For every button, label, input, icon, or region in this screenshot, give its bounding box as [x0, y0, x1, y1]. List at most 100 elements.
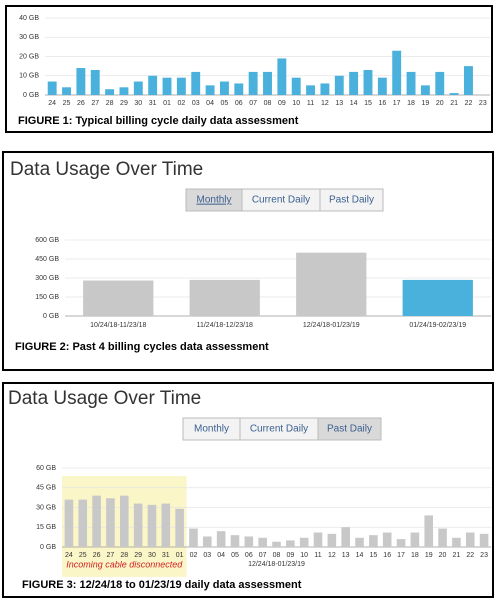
x-tick-label: 31	[149, 100, 157, 107]
bar	[363, 69, 373, 95]
y-tick-label: 150 GB	[35, 294, 59, 301]
x-tick-label: 21	[453, 552, 461, 559]
x-tick-label: 19	[425, 552, 433, 559]
bar	[119, 495, 129, 547]
bar	[244, 536, 254, 547]
bar	[189, 528, 198, 547]
x-tick-label: 10	[300, 552, 308, 559]
y-tick-label: 60 GB	[36, 465, 56, 472]
x-tick-label: 19	[422, 100, 430, 107]
x-tick-label: 07	[259, 552, 267, 559]
bar	[327, 533, 337, 547]
figure-caption: FIGURE 1: Typical billing cycle daily da…	[18, 115, 299, 127]
x-tick-label: 28	[120, 552, 128, 559]
x-tick-label: 13	[335, 100, 343, 107]
x-tick-label: 21	[450, 100, 458, 107]
figure-frame	[2, 151, 494, 371]
bar	[449, 93, 459, 95]
x-tick-label: 29	[134, 552, 142, 559]
bar	[396, 539, 406, 547]
bar	[263, 71, 272, 95]
figure-caption: FIGURE 2: Past 4 billing cycles data ass…	[15, 341, 269, 353]
bar	[216, 531, 226, 547]
x-tick-label: 29	[120, 100, 128, 107]
x-tick-label: 07	[249, 100, 257, 107]
x-tick-label: 11/24/18-12/23/18	[197, 322, 253, 329]
bar	[286, 540, 295, 547]
bar	[424, 515, 434, 547]
x-tick-label: 20	[436, 100, 444, 107]
y-tick-label: 0 GB	[43, 313, 59, 320]
tab-button-label[interactable]: Monthly	[194, 424, 229, 435]
tab-button[interactable]	[317, 417, 382, 441]
chart-title: Data Usage Over Time	[10, 159, 203, 180]
y-tick-label: 0 GB	[40, 544, 56, 551]
tab-button-label[interactable]: Current Daily	[250, 424, 308, 435]
bar	[296, 252, 367, 316]
x-tick-label: 18	[407, 100, 415, 107]
bar	[420, 85, 430, 95]
bar	[147, 504, 157, 547]
bar	[133, 81, 143, 95]
x-tick-label: 18	[411, 552, 419, 559]
x-tick-label: 03	[203, 552, 211, 559]
bar	[76, 68, 86, 95]
x-tick-label: 17	[397, 552, 405, 559]
bar	[148, 75, 158, 95]
bar	[162, 77, 172, 95]
x-tick-label: 12/24/18-01/23/19	[303, 322, 360, 329]
bar	[119, 87, 129, 95]
x-tick-label: 09	[278, 100, 286, 107]
y-tick-label: 450 GB	[35, 256, 59, 263]
x-tick-label: 23	[480, 552, 488, 559]
figure-caption: FIGURE 3: 12/24/18 to 01/23/19 daily dat…	[22, 579, 302, 591]
y-tick-label: 30 GB	[19, 34, 39, 41]
x-tick-label: 24	[65, 552, 73, 559]
x-tick-label: 28	[106, 100, 114, 107]
x-tick-label: 30	[134, 100, 142, 107]
y-tick-label: 30 GB	[36, 504, 56, 511]
y-tick-label: 0 GB	[23, 92, 39, 99]
bar	[133, 503, 143, 547]
x-tick-label: 16	[383, 552, 391, 559]
bar	[176, 77, 186, 95]
tab-button-label[interactable]: Monthly	[196, 195, 231, 206]
x-tick-label: 20	[439, 552, 447, 559]
tab-button-label[interactable]: Past Daily	[327, 424, 372, 435]
bar	[161, 503, 171, 547]
bar	[78, 499, 88, 547]
x-tick-label: 12	[328, 552, 336, 559]
x-tick-label: 15	[369, 552, 377, 559]
tab-button-label[interactable]: Past Daily	[329, 195, 374, 206]
x-tick-label: 05	[231, 552, 239, 559]
bar	[258, 537, 267, 547]
tab-button[interactable]	[319, 188, 384, 212]
y-tick-label: 20 GB	[19, 53, 39, 60]
bar	[105, 89, 115, 95]
bar	[334, 75, 344, 95]
x-tick-label: 27	[107, 552, 115, 559]
bar	[410, 532, 420, 547]
x-tick-label: 26	[93, 552, 101, 559]
bar	[205, 85, 215, 95]
bar	[464, 66, 473, 95]
x-tick-label: 30	[148, 552, 156, 559]
x-tick-label: 10/24/18-11/23/18	[90, 322, 146, 329]
x-tick-label: 02	[190, 552, 198, 559]
bar	[313, 532, 323, 547]
x-tick-label: 26	[77, 100, 85, 107]
x-tick-label: 01/24/19-02/23/19	[409, 322, 466, 329]
bar	[47, 81, 57, 95]
x-tick-label: 25	[63, 100, 71, 107]
x-tick-label: 14	[350, 100, 358, 107]
figure-frame	[2, 382, 494, 598]
y-tick-label: 600 GB	[35, 237, 59, 244]
x-tick-label: 08	[273, 552, 281, 559]
bar	[355, 537, 364, 547]
x-tick-label: 02	[177, 100, 185, 107]
x-tick-label: 14	[356, 552, 364, 559]
x-tick-label: 27	[91, 100, 99, 107]
tab-button-label[interactable]: Current Daily	[252, 195, 310, 206]
bar	[191, 71, 201, 95]
x-tick-label: 11	[314, 552, 321, 559]
